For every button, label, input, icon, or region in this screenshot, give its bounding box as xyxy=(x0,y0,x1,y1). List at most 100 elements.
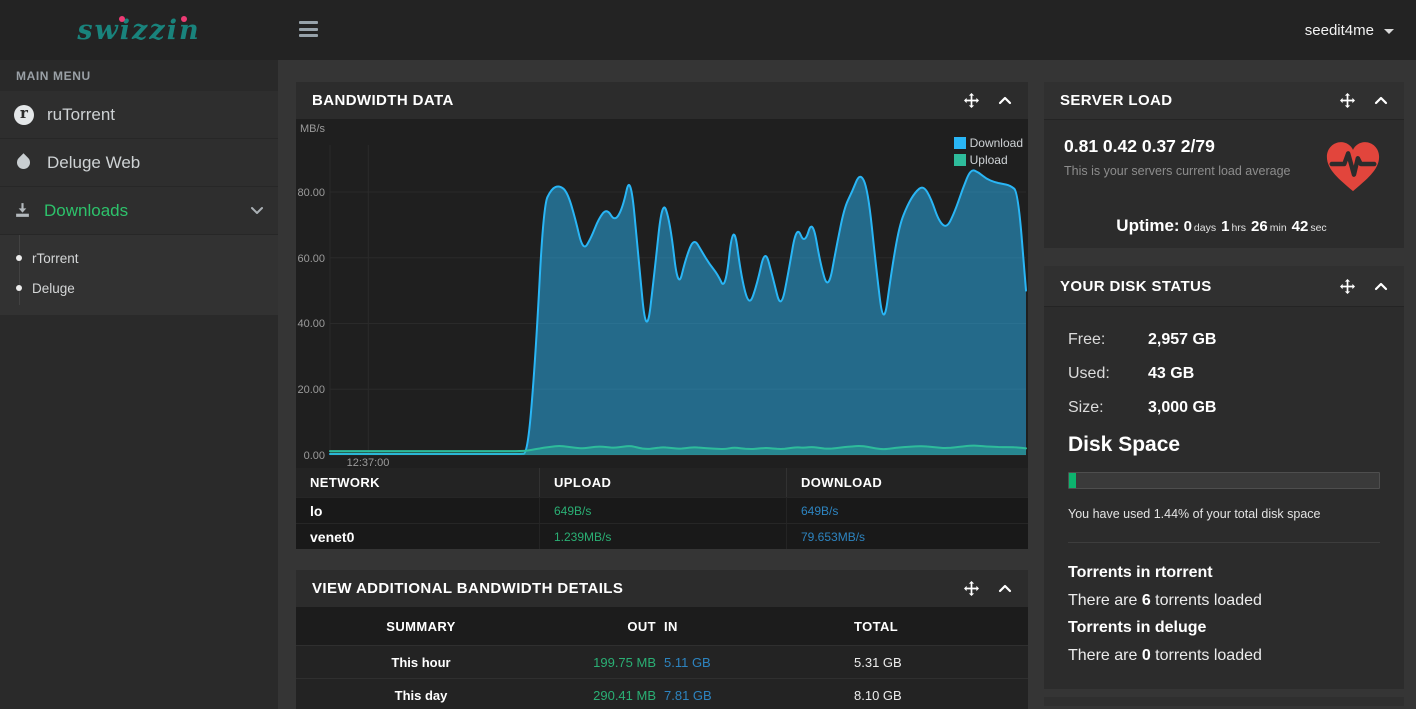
details-table-header: SUMMARY OUT IN TOTAL xyxy=(296,607,1028,645)
legend-label: Upload xyxy=(969,153,1008,167)
uptime-unit: hrs xyxy=(1231,222,1247,234)
downloads-submenu: rTorrent Deluge xyxy=(0,235,278,315)
chart-legend: Download Upload xyxy=(953,136,1023,167)
disk-status-panel: YOUR DISK STATUS Free: 2,957 GB Used: xyxy=(1044,266,1404,689)
move-icon[interactable] xyxy=(964,93,979,108)
stat-label: Free: xyxy=(1068,331,1106,348)
load-average-values: 0.81 0.42 0.37 2/79 xyxy=(1064,136,1215,156)
panel-title: YOUR DISK STATUS xyxy=(1060,277,1212,295)
stat-value: 43 GB xyxy=(1148,365,1195,382)
panel-title: SERVER LOAD xyxy=(1060,92,1173,109)
logo-text: swizzin xyxy=(77,14,201,46)
y-axis-tick-label: 20.00 xyxy=(297,384,325,396)
out-value: 290.41 MB xyxy=(593,687,656,703)
torrents-deluge-count-line: There are 0 torrents loaded xyxy=(1068,642,1380,670)
table-row: venet0 1.239MB/s 79.653MB/s xyxy=(296,523,1028,549)
network-table-header: NETWORK UPLOAD DOWNLOAD xyxy=(296,468,1028,497)
sidebar-item-label: Deluge Web xyxy=(47,152,141,172)
uptime-days: 0 xyxy=(1183,218,1192,235)
network-table: NETWORK UPLOAD DOWNLOAD lo 649B/s 649B/s… xyxy=(296,468,1028,549)
collapse-chevron-up-icon[interactable] xyxy=(998,584,1012,593)
legend-entry-upload: Upload xyxy=(953,153,1023,167)
collapse-chevron-up-icon[interactable] xyxy=(998,96,1012,105)
right-column: SERVER LOAD 0.81 0.42 0.37 2/79 This is … xyxy=(1044,82,1404,706)
uptime-hours: 1 xyxy=(1221,218,1230,235)
submenu-item-label: Deluge xyxy=(32,280,75,296)
text: There are xyxy=(1068,646,1142,664)
submenu-item-deluge[interactable]: Deluge xyxy=(0,273,278,303)
user-menu[interactable]: seedit4me xyxy=(1305,0,1394,60)
logo[interactable]: swizzin xyxy=(0,0,278,60)
text: torrents loaded xyxy=(1150,646,1262,664)
move-icon[interactable] xyxy=(1340,93,1355,108)
table-row: This day 290.41 MB 7.81 GB 8.10 GB xyxy=(296,678,1028,709)
y-axis-unit-label: MB/s xyxy=(300,123,326,135)
network-name: lo xyxy=(296,498,540,523)
summary-label: This day xyxy=(394,687,448,703)
table-row: lo 649B/s 649B/s xyxy=(296,497,1028,523)
user-name: seedit4me xyxy=(1304,21,1374,39)
bandwidth-details-header: VIEW ADDITIONAL BANDWIDTH DETAILS xyxy=(296,570,1028,607)
torrent-count: 0 xyxy=(1141,646,1151,664)
move-icon[interactable] xyxy=(1340,278,1355,294)
server-load-panel: SERVER LOAD 0.81 0.42 0.37 2/79 This is … xyxy=(1044,82,1404,248)
upload-swatch xyxy=(953,154,966,166)
download-value: 649B/s xyxy=(801,503,839,518)
sidebar-toggle-menu-icon[interactable] xyxy=(299,21,318,37)
uptime-label: Uptime: xyxy=(1116,216,1180,235)
network-name: venet0 xyxy=(296,524,540,549)
sidebar-item-deluge-web[interactable]: Deluge Web xyxy=(0,139,278,187)
uptime-seconds: 42 xyxy=(1291,218,1309,235)
x-axis-tick-label: 12:37:00 xyxy=(347,457,390,468)
total-value: 8.10 GB xyxy=(854,687,902,703)
disk-usage-note: You have used 1.44% of your total disk s… xyxy=(1068,507,1321,521)
submenu-item-rtorrent[interactable]: rTorrent xyxy=(0,243,278,273)
heartbeat-icon xyxy=(1326,142,1380,192)
y-axis-tick-label: 80.00 xyxy=(297,187,325,199)
server-load-header: SERVER LOAD xyxy=(1044,82,1404,120)
server-load-body: 0.81 0.42 0.37 2/79 This is your servers… xyxy=(1044,120,1404,248)
logo-dot xyxy=(119,15,126,22)
collapse-chevron-up-icon[interactable] xyxy=(1374,96,1388,105)
disk-space-heading: Disk Space xyxy=(1068,433,1181,456)
submenu-item-label: rTorrent xyxy=(32,250,79,266)
move-icon[interactable] xyxy=(964,581,979,596)
text: torrents loaded xyxy=(1150,591,1262,609)
download-tray-icon xyxy=(16,203,29,217)
disk-status-body: Free: 2,957 GB Used: 43 GB Size: 3,000 G… xyxy=(1044,307,1404,689)
total-value: 5.31 GB xyxy=(854,654,902,670)
sidebar-item-rutorrent[interactable]: ruTorrent xyxy=(0,91,278,139)
disk-stat-free: Free: 2,957 GB xyxy=(1068,331,1380,349)
collapse-chevron-up-icon[interactable] xyxy=(1374,282,1388,291)
text: There are xyxy=(1068,591,1142,609)
column-header: NETWORK xyxy=(296,468,540,497)
y-axis-tick-label: 60.00 xyxy=(297,253,325,265)
stat-label: Used: xyxy=(1068,365,1110,382)
disk-status-header: YOUR DISK STATUS xyxy=(1044,266,1404,307)
bandwidth-details-panel: VIEW ADDITIONAL BANDWIDTH DETAILS SUMMAR… xyxy=(296,570,1028,709)
upload-value: 649B/s xyxy=(540,498,787,523)
stat-value: 2,957 GB xyxy=(1148,331,1217,348)
stat-value: 3,000 GB xyxy=(1148,399,1217,416)
disk-stat-size: Size: 3,000 GB xyxy=(1068,399,1380,417)
legend-entry-download: Download xyxy=(953,136,1023,150)
disk-usage-fill xyxy=(1069,473,1076,488)
download-swatch xyxy=(953,137,966,149)
divider xyxy=(1068,542,1380,543)
bandwidth-panel-header: BANDWIDTH DATA xyxy=(296,82,1028,119)
summary-label: This hour xyxy=(391,654,451,670)
panel-title: BANDWIDTH DATA xyxy=(312,92,454,109)
stat-label: Size: xyxy=(1068,399,1104,416)
uptime-unit: sec xyxy=(1310,222,1327,234)
caret-down-icon xyxy=(1384,28,1394,34)
uptime-minutes: 26 xyxy=(1251,218,1268,235)
torrent-count: 6 xyxy=(1141,591,1151,609)
sidebar-item-downloads[interactable]: Downloads xyxy=(0,187,278,235)
download-value: 79.653MB/s xyxy=(801,529,866,544)
in-value: 5.11 GB xyxy=(664,654,711,670)
out-value: 199.75 MB xyxy=(593,654,656,670)
bandwidth-chart: MB/s 80.00 60.00 40.00 20.00 0.00 12:37:… xyxy=(296,119,1028,469)
sidebar-section-label: MAIN MENU xyxy=(0,60,278,91)
torrents-rtorrent-heading: Torrents in rtorrent xyxy=(1068,564,1213,581)
